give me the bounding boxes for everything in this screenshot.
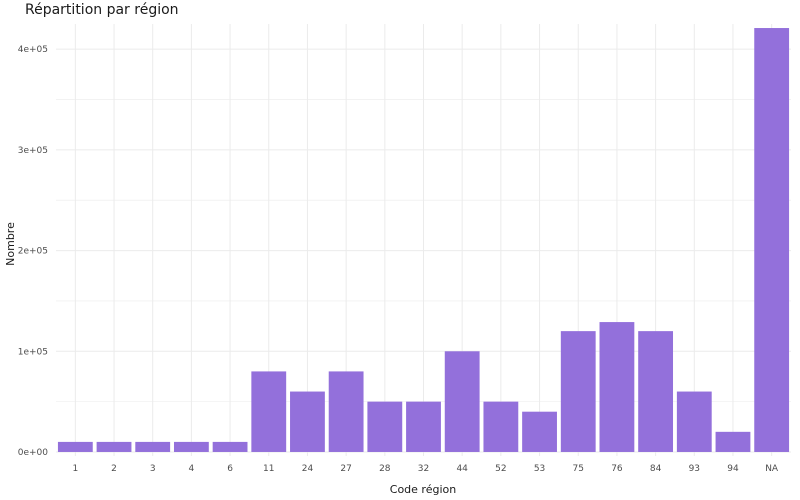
bar-24 bbox=[290, 391, 325, 452]
x-tick-label: 76 bbox=[611, 464, 623, 474]
x-tick-label: 11 bbox=[263, 464, 274, 474]
x-tick-label: 28 bbox=[379, 464, 391, 474]
bar-27 bbox=[328, 371, 364, 452]
x-tick-labels: 1 2 3 4 6 11 24 27 28 32 44 52 53 75 76 84 93 94 NA bbox=[72, 464, 778, 474]
x-tick-label: 27 bbox=[340, 464, 351, 474]
x-tick-label: 52 bbox=[495, 464, 506, 474]
bar-3 bbox=[135, 441, 171, 452]
x-tick-label: 6 bbox=[227, 464, 233, 474]
x-tick-label: 93 bbox=[689, 464, 700, 474]
x-tick-label: 1 bbox=[72, 464, 78, 474]
x-tick-label: 94 bbox=[727, 464, 739, 474]
x-tick-label: 75 bbox=[573, 464, 584, 474]
bar-53 bbox=[522, 411, 557, 452]
x-tick-label: NA bbox=[765, 464, 779, 474]
grid-lines bbox=[56, 24, 791, 456]
x-tick-label: 3 bbox=[150, 464, 156, 474]
bar-94 bbox=[715, 431, 751, 452]
bar-44 bbox=[444, 351, 480, 452]
bar-6 bbox=[212, 441, 248, 452]
x-tick-label: 44 bbox=[456, 464, 468, 474]
y-tick-label: 2e+05 bbox=[18, 247, 48, 257]
y-tick-label: 3e+05 bbox=[18, 146, 48, 156]
bar-52 bbox=[483, 401, 519, 452]
bar-93 bbox=[676, 391, 712, 452]
x-axis-title: Code région bbox=[390, 483, 456, 496]
bar-28 bbox=[367, 401, 403, 452]
bar-4 bbox=[173, 441, 209, 452]
x-tick-label: 32 bbox=[418, 464, 429, 474]
bar-11 bbox=[251, 371, 287, 452]
x-tick-label: 84 bbox=[650, 464, 662, 474]
x-tick-label: 53 bbox=[534, 464, 545, 474]
x-tick-label: 2 bbox=[111, 464, 117, 474]
bar-1 bbox=[57, 441, 93, 452]
y-tick-label: 1e+05 bbox=[18, 347, 48, 357]
y-tick-labels: 0e+00 1e+05 2e+05 3e+05 4e+05 bbox=[18, 45, 49, 458]
x-tick-label: 24 bbox=[302, 464, 314, 474]
bar-75 bbox=[560, 331, 596, 452]
bar-2 bbox=[96, 441, 132, 452]
x-tick-label: 4 bbox=[189, 464, 195, 474]
chart-title: Répartition par région bbox=[25, 2, 179, 18]
bar-32 bbox=[406, 401, 441, 452]
bar-84 bbox=[638, 331, 674, 452]
bar-76 bbox=[599, 322, 635, 452]
y-tick-label: 4e+05 bbox=[18, 45, 48, 55]
y-axis-title: Nombre bbox=[4, 222, 17, 266]
bar-NA bbox=[754, 28, 790, 452]
bars bbox=[57, 28, 790, 452]
y-tick-label: 0e+00 bbox=[18, 448, 49, 458]
